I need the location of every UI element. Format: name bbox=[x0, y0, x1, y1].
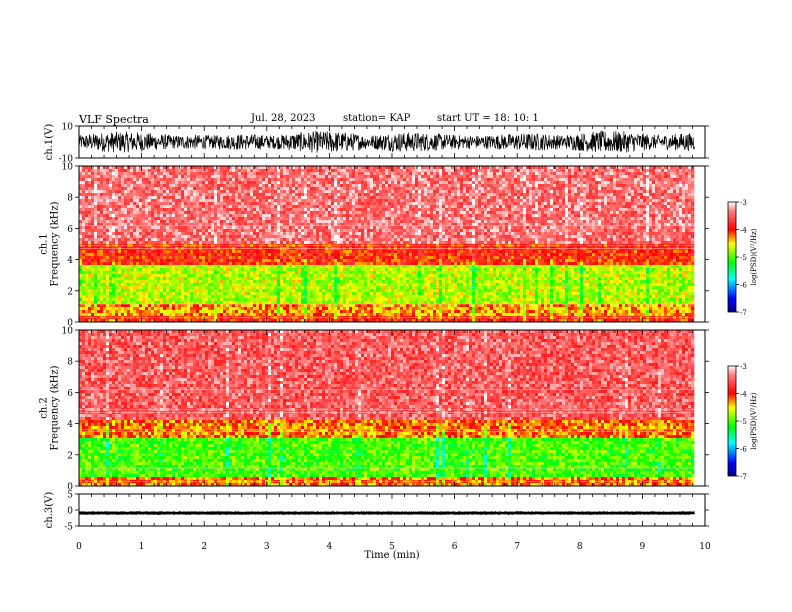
y-tick-label: 10 bbox=[62, 163, 74, 173]
y-tick-label: 8 bbox=[67, 194, 73, 204]
x-tick-label: 3 bbox=[264, 542, 270, 552]
y-tick-label: -10 bbox=[59, 155, 74, 165]
y-tick-label: 4 bbox=[67, 256, 73, 266]
colorbar-tick-label: -5 bbox=[740, 254, 747, 262]
ch1-spectrogram-colorbar: -3 -4 -5 -6 -7 log(PSD)(V²/Hz) bbox=[727, 199, 758, 317]
colorbar-tick-label: -4 bbox=[740, 227, 747, 235]
ch1-spectrogram-image bbox=[79, 166, 695, 323]
y-tick-label: 0 bbox=[67, 483, 73, 493]
colorbar-scale bbox=[727, 201, 737, 313]
colorbar-scale bbox=[727, 365, 737, 477]
colorbar-tick-label: -6 bbox=[740, 446, 747, 454]
x-tick-label: 4 bbox=[327, 542, 333, 552]
x-tick-label: 9 bbox=[640, 542, 646, 552]
y-tick-label: 2 bbox=[67, 287, 73, 297]
ch1-waveform-trace bbox=[78, 129, 695, 153]
y-axis-label: ch.1(V) bbox=[44, 124, 55, 161]
ch2-spectrogram-image bbox=[79, 330, 695, 487]
x-tick-label: 10 bbox=[699, 542, 711, 552]
colorbar-tick-label: -5 bbox=[740, 418, 747, 426]
y-tick-label: 2 bbox=[67, 451, 73, 461]
colorbar-label: log(PSD)(V²/Hz) bbox=[750, 228, 758, 285]
x-tick-label: 5 bbox=[389, 542, 395, 552]
y-tick-label: 6 bbox=[67, 389, 73, 399]
colorbar-label: log(PSD)(V²/Hz) bbox=[750, 392, 758, 449]
y-axis-label: ch.2 bbox=[39, 397, 50, 419]
y-axis-label: Frequency (kHz) bbox=[50, 365, 61, 450]
colorbar-tick-label: -3 bbox=[740, 199, 747, 207]
station-label: station= KAP bbox=[343, 113, 410, 124]
date-label: Jul. 28, 2023 bbox=[251, 113, 316, 124]
y-tick-label: 6 bbox=[67, 225, 73, 235]
x-tick-label: 1 bbox=[139, 542, 145, 552]
ch2-spectrogram-panel: 0 2 4 6 8 10 ch.2 Frequency (kHz) bbox=[39, 327, 709, 493]
colorbar-tick-label: -7 bbox=[740, 473, 747, 481]
x-tick-label: 8 bbox=[577, 542, 583, 552]
y-tick-label: 10 bbox=[62, 123, 74, 133]
y-tick-label: -5 bbox=[64, 523, 73, 533]
ch1-spectrogram-panel: 0 2 4 6 8 10 ch.1 Frequency (kHz) bbox=[39, 163, 709, 329]
ch3-waveform-panel: 5 0 -5 ch.3(V) bbox=[44, 491, 709, 533]
ch1-waveform-panel: 10 -10 ch.1(V) bbox=[44, 123, 709, 165]
x-tick-label: 0 bbox=[76, 542, 82, 552]
start-time-label: start UT = 18: 10: 1 bbox=[437, 113, 539, 124]
x-tick-label: 6 bbox=[452, 542, 458, 552]
colorbar-tick-label: -3 bbox=[740, 363, 747, 371]
x-tick-label: 7 bbox=[514, 542, 520, 552]
y-axis-label: ch.1 bbox=[39, 233, 50, 255]
colorbar-tick-label: -4 bbox=[740, 391, 747, 399]
x-tick-label: 2 bbox=[201, 542, 207, 552]
y-tick-label: 8 bbox=[67, 358, 73, 368]
colorbar-tick-label: -7 bbox=[740, 309, 747, 317]
y-tick-label: 5 bbox=[67, 491, 73, 501]
ch2-spectrogram-colorbar: -3 -4 -5 -6 -7 log(PSD)(V²/Hz) bbox=[727, 363, 758, 481]
colorbar-tick-label: -6 bbox=[740, 282, 747, 290]
y-tick-label: 0 bbox=[67, 319, 73, 329]
y-tick-label: 0 bbox=[67, 507, 73, 517]
x-axis-label: Time (min) bbox=[364, 550, 419, 561]
y-tick-label: 4 bbox=[67, 420, 73, 430]
y-axis-label: ch.3(V) bbox=[44, 492, 55, 529]
figure-title: VLF Spectra bbox=[79, 113, 149, 126]
y-axis-label: Frequency (kHz) bbox=[50, 201, 61, 286]
ch3-waveform-trace bbox=[78, 511, 695, 515]
y-tick-label: 10 bbox=[62, 327, 74, 337]
